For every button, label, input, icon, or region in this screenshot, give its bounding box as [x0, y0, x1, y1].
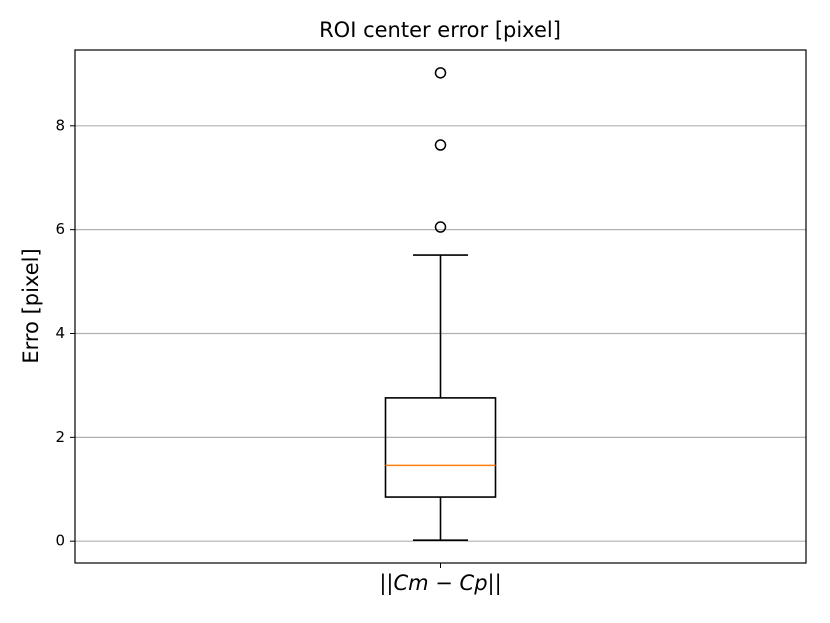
y-tick-label: 8 [55, 116, 65, 134]
y-axis-label: Erro [pixel] [19, 248, 43, 363]
box [384, 397, 497, 498]
x-tick-label: ||Cm − Cp|| [379, 571, 501, 596]
y-tick-label: 2 [55, 428, 65, 446]
plot-frame [74, 49, 807, 564]
flier [434, 221, 447, 233]
flier [434, 67, 447, 79]
chart-title: ROI center error [pixel] [319, 18, 561, 42]
y-tick-label: 6 [55, 220, 65, 238]
y-tick-label: 0 [55, 532, 65, 550]
y-tick-label: 4 [55, 324, 65, 342]
flier [434, 139, 447, 151]
